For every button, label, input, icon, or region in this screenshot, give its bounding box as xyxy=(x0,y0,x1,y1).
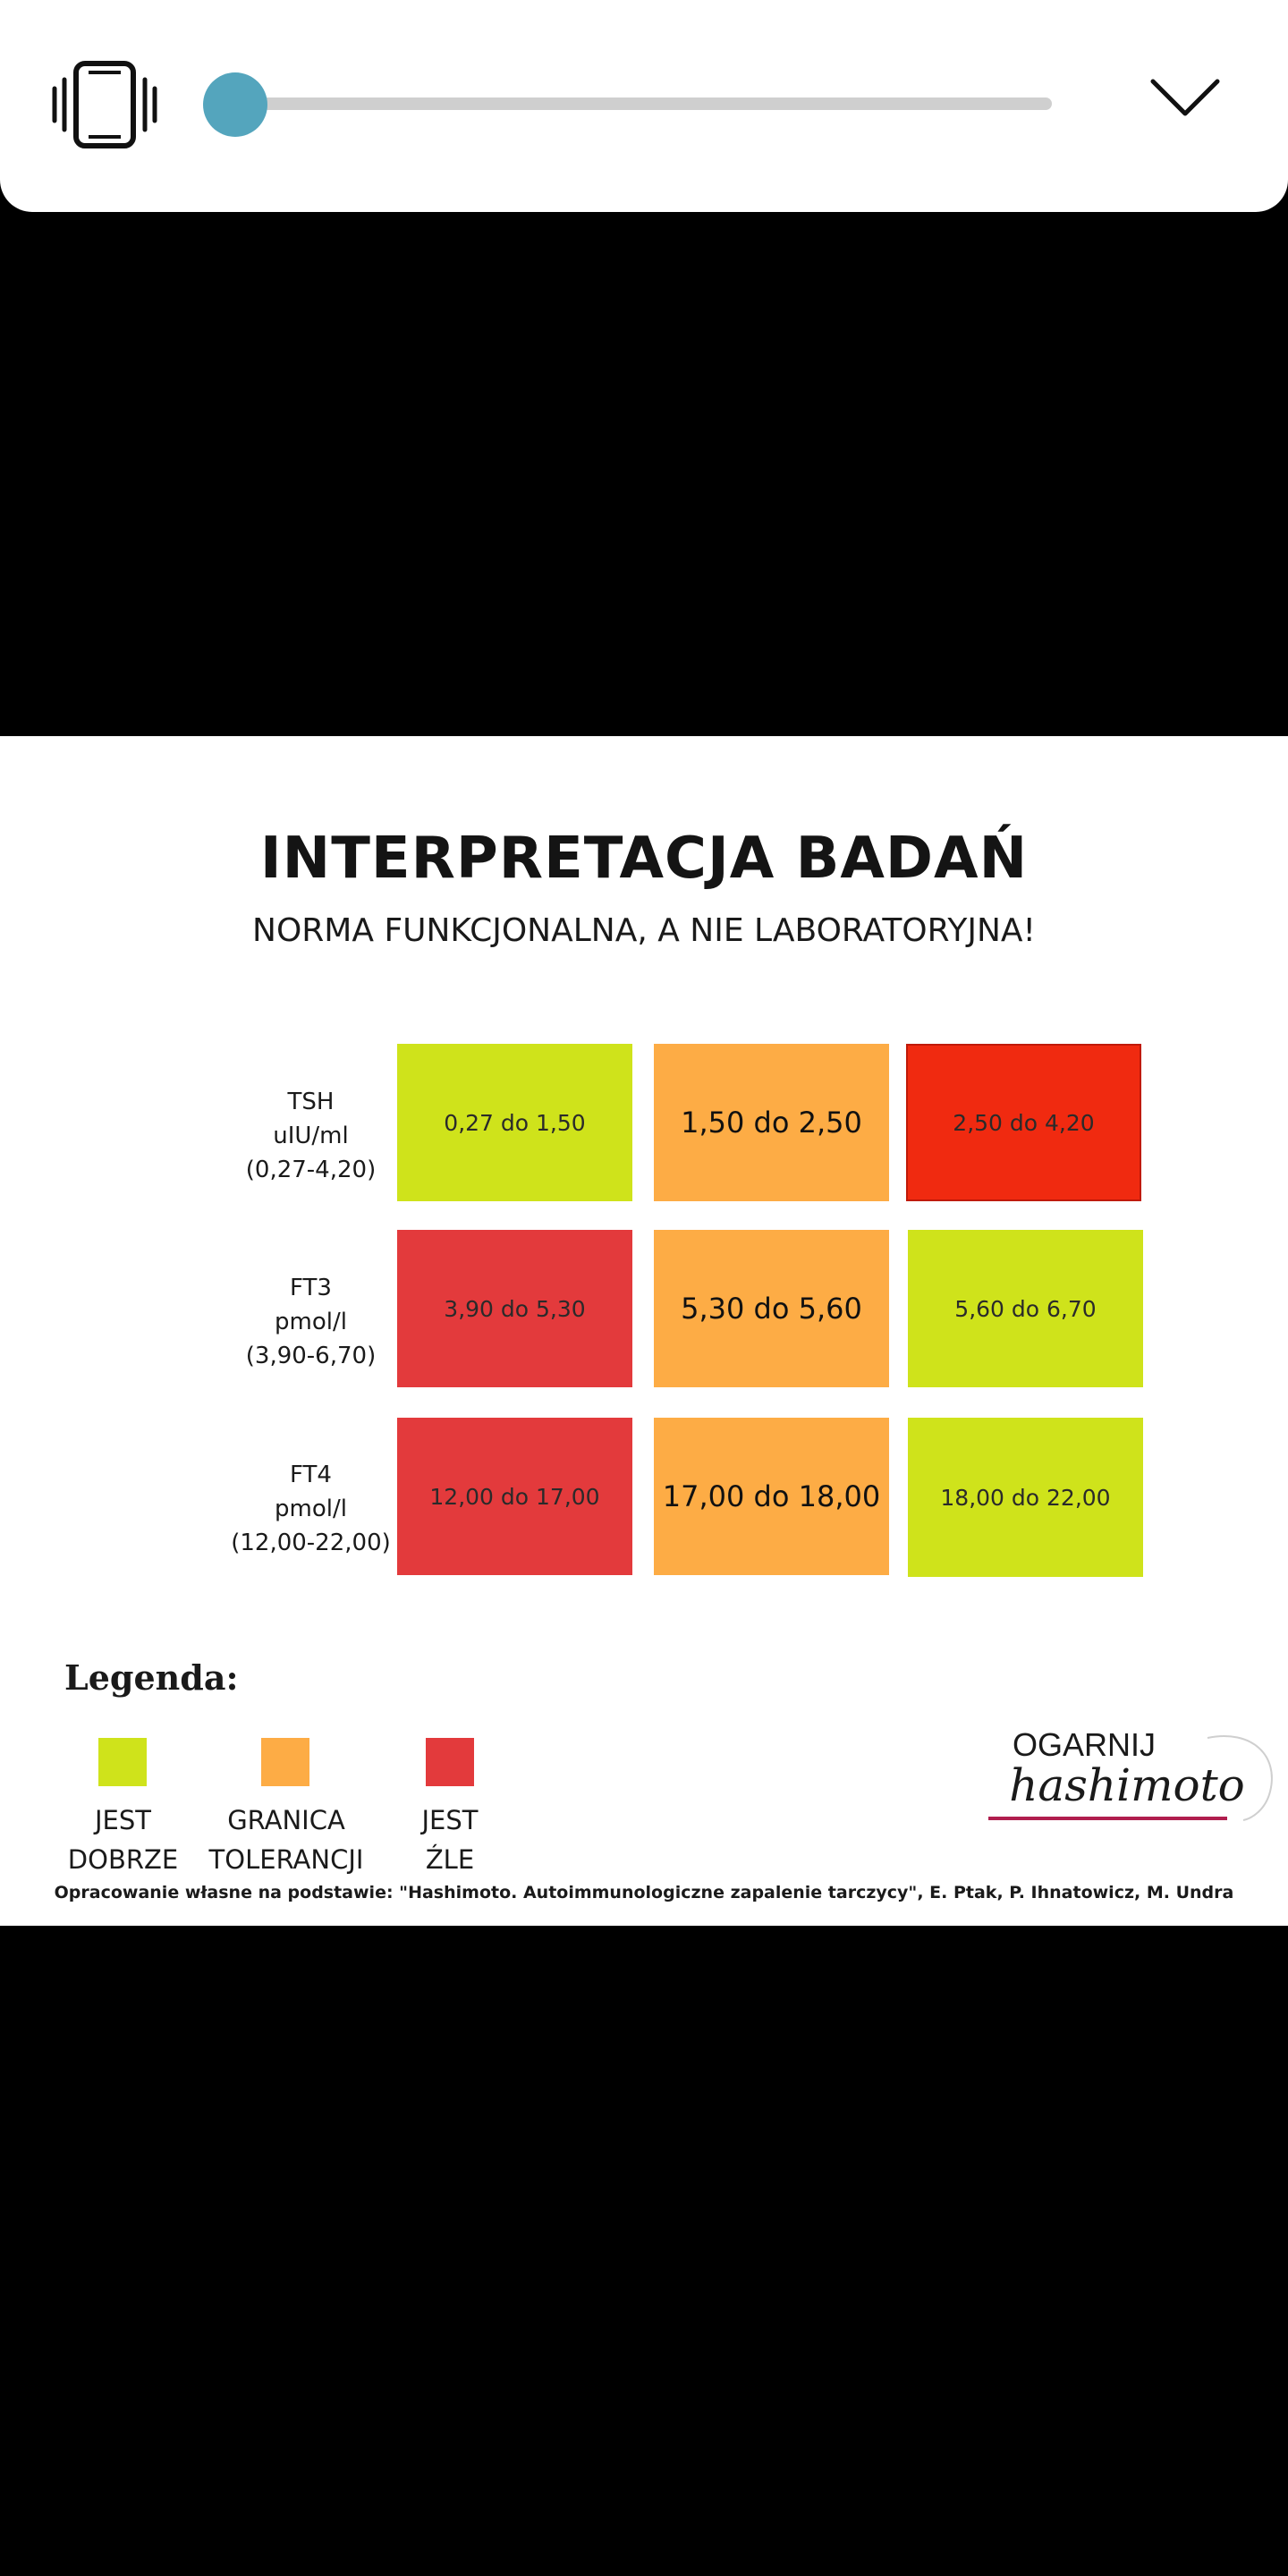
chevron-down-icon xyxy=(1150,79,1220,116)
row-range: (0,27-4,20) xyxy=(245,1157,377,1183)
legend-swatch-bad xyxy=(426,1738,474,1786)
source-footnote: Opracowanie własne na podstawie: "Hashim… xyxy=(54,1883,1234,1902)
cell-ft4-bad: 12,00 do 17,00 xyxy=(397,1418,632,1575)
ogarnij-hashimoto-logo: OGARNIJ hashimoto xyxy=(984,1720,1279,1827)
infographic-image: INTERPRETACJA BADAŃ NORMA FUNKCJONALNA, … xyxy=(0,736,1288,1926)
row-unit: pmol/l xyxy=(275,1496,347,1522)
infographic-title: INTERPRETACJA BADAŃ xyxy=(259,826,1029,892)
cell-tsh-tolerance: 1,50 do 2,50 xyxy=(654,1044,889,1201)
row-unit: pmol/l xyxy=(275,1309,347,1335)
seek-bar-thumb[interactable] xyxy=(203,72,267,137)
infographic-subtitle: NORMA FUNKCJONALNA, A NIE LABORATORYJNA! xyxy=(252,912,1036,949)
row-range: (3,90-6,70) xyxy=(245,1343,377,1369)
legend-line: ŹLE xyxy=(425,1844,475,1875)
cell-tsh-good: 0,27 do 1,50 xyxy=(397,1044,632,1201)
logo-line2: hashimoto xyxy=(1009,1759,1245,1811)
collapse-button[interactable] xyxy=(1136,63,1234,134)
cell-ft3-good: 5,60 do 6,70 xyxy=(908,1230,1143,1387)
logo-graphic: OGARNIJ hashimoto xyxy=(988,1726,1273,1821)
row-name: FT4 xyxy=(290,1462,332,1488)
cell-ft3-tolerance: 5,30 do 5,60 xyxy=(654,1230,889,1387)
row-label-ft4: FT4 pmol/l (12,00-22,00) xyxy=(215,1458,407,1560)
legend-line: GRANICA xyxy=(227,1805,345,1835)
row-label-tsh: TSH uIU/ml (0,27-4,20) xyxy=(215,1085,407,1187)
row-label-ft3: FT3 pmol/l (3,90-6,70) xyxy=(215,1271,407,1373)
logo-line1: OGARNIJ xyxy=(1013,1726,1156,1763)
legend-line: TOLERANCJI xyxy=(208,1844,364,1875)
cell-ft4-good: 18,00 do 22,00 xyxy=(908,1418,1143,1577)
legend-label-good: JEST DOBRZE xyxy=(49,1801,197,1879)
legend-line: DOBRZE xyxy=(67,1844,179,1875)
legend-line: JEST xyxy=(421,1805,479,1835)
row-unit: uIU/ml xyxy=(273,1123,349,1149)
legend-label-bad: JEST ŹLE xyxy=(387,1801,513,1879)
vibrate-toggle-button[interactable] xyxy=(52,55,157,154)
legend-label-tolerance: GRANICA TOLERANCJI xyxy=(192,1801,380,1879)
cell-tsh-bad: 2,50 do 4,20 xyxy=(906,1044,1141,1201)
legend-swatch-good xyxy=(98,1738,147,1786)
legend-title: Legenda: xyxy=(64,1657,239,1698)
row-name: TSH xyxy=(287,1089,335,1115)
legend-swatch-tolerance xyxy=(261,1738,309,1786)
row-name: FT3 xyxy=(290,1275,332,1301)
cell-ft4-tolerance: 17,00 do 18,00 xyxy=(654,1418,889,1575)
vibrate-phone-icon xyxy=(52,61,157,148)
cell-ft3-bad: 3,90 do 5,30 xyxy=(397,1230,632,1387)
media-control-bar xyxy=(0,0,1288,212)
legend-line: JEST xyxy=(95,1805,151,1835)
row-range: (12,00-22,00) xyxy=(231,1530,391,1556)
seek-bar-track[interactable] xyxy=(236,97,1052,110)
